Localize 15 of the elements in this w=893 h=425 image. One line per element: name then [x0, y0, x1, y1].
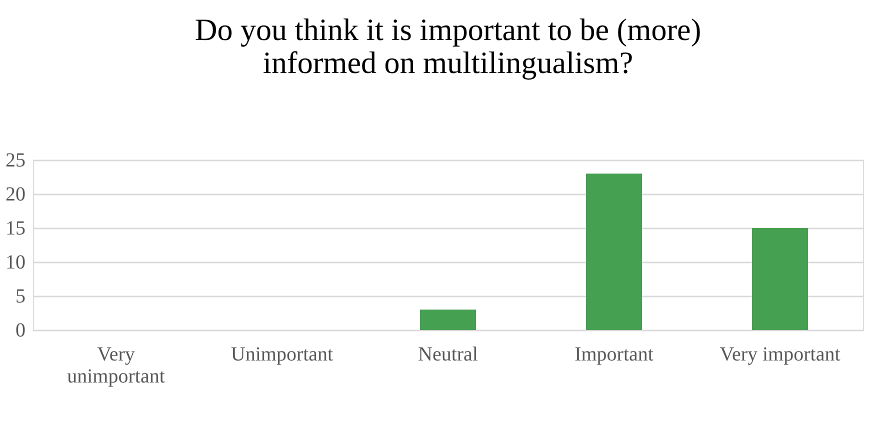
y-tick-label: 10 [6, 252, 26, 274]
x-tick-label: Very unimportant [67, 344, 166, 388]
x-tick-label: Very important [720, 344, 841, 366]
text: Do you think it is important to be (more) [194, 12, 702, 47]
x-tick-label: Important [574, 344, 654, 366]
x-tick-label: Neutral [418, 344, 478, 366]
x-tick-label: Unimportant [230, 344, 334, 366]
bar [752, 228, 808, 330]
bar [586, 174, 642, 330]
y-tick-label: 15 [6, 218, 26, 240]
bar [420, 310, 476, 330]
y-tick-label: 25 [6, 150, 26, 172]
y-tick-label: 20 [6, 184, 26, 206]
y-tick-label: 5 [16, 286, 26, 308]
y-tick-label: 0 [16, 320, 26, 342]
